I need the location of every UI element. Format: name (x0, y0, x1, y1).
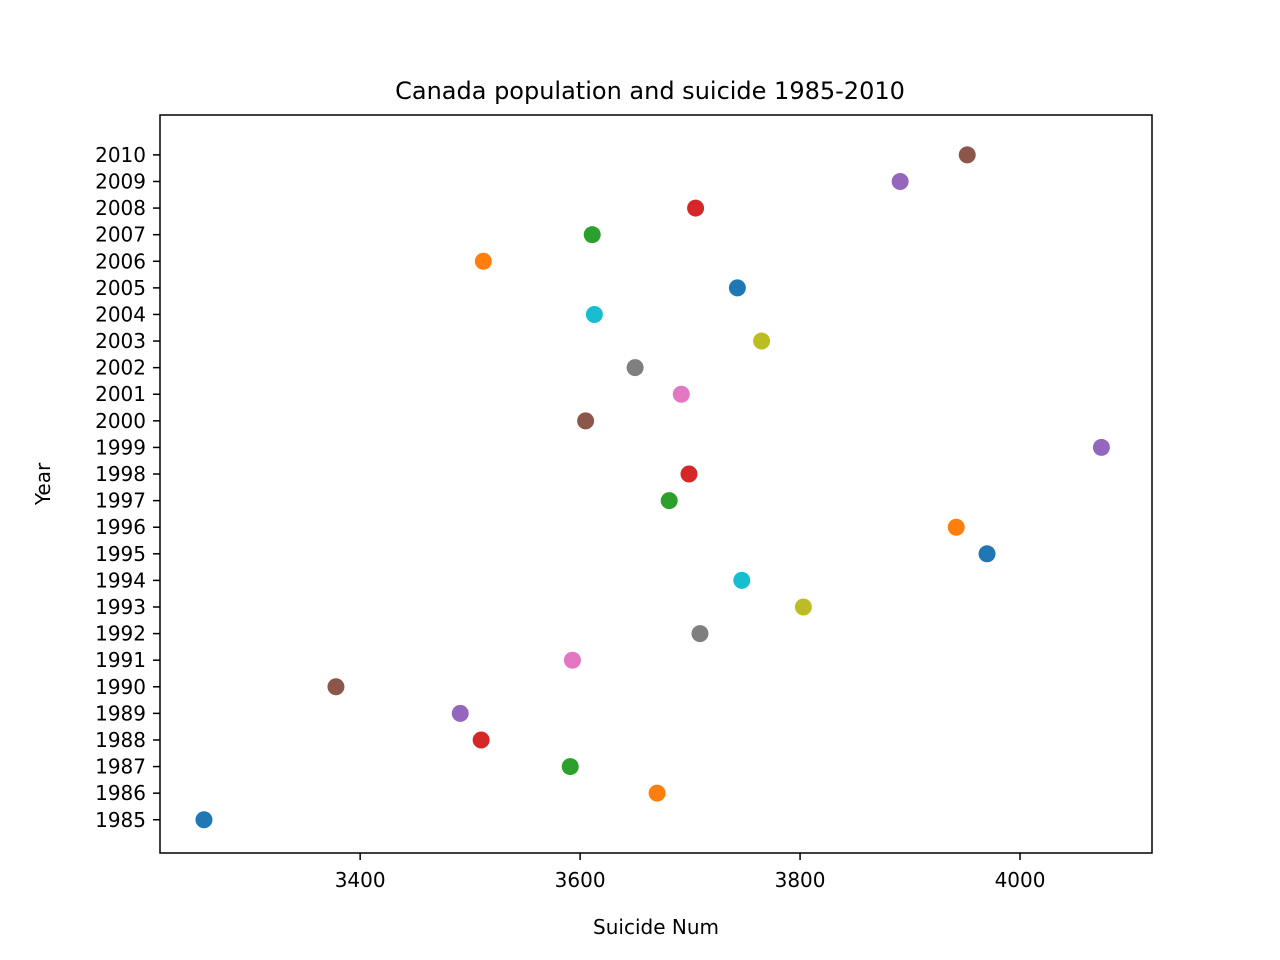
y-tick-label: 1986 (95, 781, 146, 805)
data-point (561, 758, 579, 776)
data-point (672, 385, 690, 403)
y-tick-label: 2008 (95, 196, 146, 220)
data-point (472, 731, 490, 749)
data-point (648, 784, 666, 802)
data-point (753, 332, 771, 350)
y-tick-label: 2006 (95, 249, 146, 273)
y-tick-label: 2007 (95, 223, 146, 247)
y-tick-label: 1993 (95, 595, 146, 619)
y-tick-label: 1988 (95, 728, 146, 752)
x-tick-label: 3400 (335, 868, 386, 892)
y-tick-label: 2000 (95, 409, 146, 433)
y-tick-label: 1987 (95, 755, 146, 779)
y-tick-label: 1991 (95, 648, 146, 672)
y-tick-label: 2004 (95, 302, 146, 326)
y-tick-label: 1989 (95, 701, 146, 725)
data-point (1092, 438, 1110, 456)
y-tick-label: 1990 (95, 675, 146, 699)
y-tick-label: 1999 (95, 435, 146, 459)
data-point (958, 146, 976, 164)
x-tick-label: 3800 (775, 868, 826, 892)
x-tick-label: 4000 (995, 868, 1046, 892)
points-layer (195, 146, 1110, 829)
data-point (947, 518, 965, 536)
data-point (327, 678, 345, 696)
data-point (733, 571, 751, 589)
y-tick-label: 2002 (95, 356, 146, 380)
y-tick-label: 1992 (95, 622, 146, 646)
data-point (978, 545, 996, 563)
y-tick-label: 2001 (95, 382, 146, 406)
x-axis-label: Suicide Num (593, 915, 719, 939)
y-axis-label: Year (31, 462, 55, 506)
data-point (474, 252, 492, 270)
plot-frame (159, 114, 1153, 854)
y-tick-label: 2003 (95, 329, 146, 353)
x-tick-label: 3600 (555, 868, 606, 892)
data-point (680, 465, 698, 483)
y-tick-label: 1995 (95, 542, 146, 566)
y-tick-label: 1997 (95, 489, 146, 513)
data-point (660, 492, 678, 510)
y-tick-label: 1994 (95, 568, 146, 592)
y-tick-label: 2009 (95, 169, 146, 193)
y-tick-label: 2010 (95, 143, 146, 167)
data-point (626, 359, 644, 377)
data-point (794, 598, 812, 616)
data-point (563, 651, 581, 669)
data-point (585, 305, 603, 323)
data-point (577, 412, 595, 430)
y-tick-label: 1998 (95, 462, 146, 486)
y-tick-label: 1985 (95, 808, 146, 832)
data-point (891, 172, 909, 190)
y-tick-label: 2005 (95, 276, 146, 300)
y-axis-ticks: 1985198619871988198919901991199219931994… (95, 143, 160, 832)
y-tick-label: 1996 (95, 515, 146, 539)
data-point (691, 625, 709, 643)
data-point (195, 811, 213, 829)
chart-title: Canada population and suicide 1985-2010 (395, 77, 905, 105)
x-axis-ticks: 3400 3600 3800 4000 (335, 853, 1046, 892)
data-point (583, 226, 601, 244)
data-point (728, 279, 746, 297)
data-point (687, 199, 705, 217)
data-point (451, 704, 469, 722)
